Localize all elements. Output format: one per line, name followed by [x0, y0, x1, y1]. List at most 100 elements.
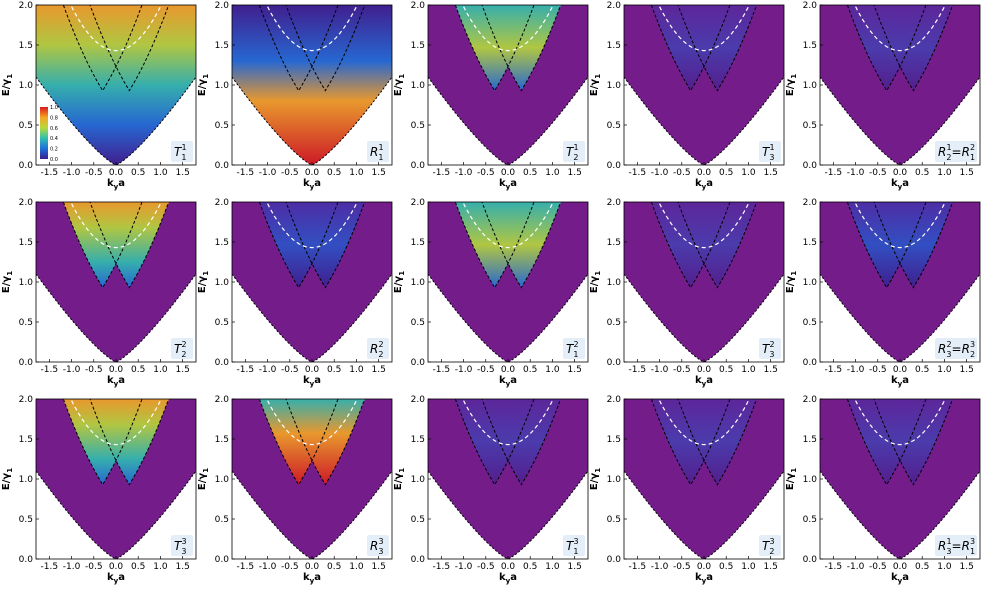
panel-label: T21: [566, 143, 579, 162]
branch-curve-left: [454, 399, 535, 486]
x-tick-label: 1.5: [176, 168, 190, 178]
panel-label: R32=R23: [938, 340, 975, 359]
y-axis-label: E/γ1: [393, 74, 406, 96]
branch-curve-left: [258, 399, 339, 486]
panel-label: R11: [370, 143, 384, 162]
y-tick-label: 1.5: [411, 238, 425, 248]
x-tick-label: -1.0: [259, 365, 277, 375]
x-tick-label: 0.5: [523, 562, 537, 572]
x-tick-label: -0.5: [477, 365, 495, 375]
panel-9: -1.5 -1.0 -0.5 0.0 0.5 1.0 1.5 0.0 0.5 1.0 1.5 2.0 k…: [589, 198, 785, 388]
branch-curve-left: [62, 5, 143, 92]
branch-curve-left: [846, 399, 927, 486]
x-tick-label: -0.5: [869, 562, 887, 572]
upper-band-curve: [70, 5, 162, 52]
panel-label-box: [935, 141, 977, 162]
y-axis-label: E/γ1: [197, 468, 210, 490]
upper-band-curve: [462, 399, 554, 446]
panel-3: -1.5 -1.0 -0.5 0.0 0.5 1.0 1.5 0.0 0.5 1.0 1.5 2.0 k…: [393, 1, 589, 191]
branch-curve-left: [454, 5, 535, 92]
y-axis-label: E/γ1: [393, 271, 406, 293]
x-axis-label: kya: [107, 572, 125, 585]
panel-label-box: [367, 141, 389, 162]
y-tick-label: 2.0: [607, 1, 622, 11]
branch-curve-left: [454, 202, 535, 289]
x-tick-label: -0.5: [673, 168, 691, 178]
continuum-region: [232, 202, 392, 362]
x-tick-label: 0.5: [915, 365, 929, 375]
x-tick-label: 0.0: [109, 168, 124, 178]
y-tick-label: 0.0: [215, 555, 230, 565]
y-tick-label: 0.5: [607, 318, 621, 328]
y-tick-label: 0.5: [607, 121, 621, 131]
y-tick-label: 0.5: [411, 318, 425, 328]
x-tick-label: 1.5: [960, 365, 974, 375]
x-tick-label: 0.5: [131, 365, 145, 375]
x-tick-label: 0.5: [915, 168, 929, 178]
panel-label: R21=R12: [938, 143, 975, 162]
continuum-region: [36, 399, 196, 559]
panel-label: R33: [370, 537, 384, 556]
panel-5: -1.5 -1.0 -0.5 0.0 0.5 1.0 1.5 0.0 0.5 1.0 1.5 2.0 k…: [785, 1, 981, 191]
panel-7: -1.5 -1.0 -0.5 0.0 0.5 1.0 1.5 0.0 0.5 1.0 1.5 2.0 k…: [197, 198, 393, 388]
x-axis-label: kya: [499, 572, 517, 585]
panel-4: -1.5 -1.0 -0.5 0.0 0.5 1.0 1.5 0.0 0.5 1.0 1.5 2.0 k…: [589, 1, 785, 191]
x-tick-label: 0.5: [719, 168, 733, 178]
continuum-region: [428, 5, 588, 165]
x-tick-label: 1.5: [764, 168, 778, 178]
x-tick-label: -1.0: [455, 168, 473, 178]
y-tick-label: 0.5: [215, 515, 229, 525]
y-axis-label: E/γ1: [589, 468, 602, 490]
panel-13: -1.5 -1.0 -0.5 0.0 0.5 1.0 1.5 0.0 0.5 1.0 1.5 2.0 k…: [393, 395, 589, 585]
x-tick-label: -1.0: [651, 562, 669, 572]
y-tick-label: 2.0: [607, 198, 622, 208]
x-tick-label: 1.0: [349, 562, 364, 572]
panel-label-box: [759, 338, 781, 359]
x-axis-label: kya: [107, 178, 125, 191]
y-tick-label: 1.5: [607, 435, 621, 445]
y-tick-label: 1.5: [215, 238, 229, 248]
y-tick-label: 0.0: [607, 555, 622, 565]
y-tick-label: 2.0: [411, 198, 426, 208]
y-tick-label: 0.0: [215, 161, 230, 171]
x-tick-label: 0.0: [893, 365, 908, 375]
x-tick-label: -1.5: [629, 168, 647, 178]
upper-band-curve: [854, 202, 946, 249]
x-tick-label: 1.5: [960, 168, 974, 178]
y-tick-label: 1.0: [411, 475, 426, 485]
x-axis-label: kya: [499, 178, 517, 191]
colorbar-tick-label: 0.8: [50, 115, 58, 121]
transmission-heatmap: [624, 5, 784, 91]
y-tick-label: 1.5: [411, 41, 425, 51]
x-tick-label: -1.5: [41, 365, 59, 375]
x-tick-label: 1.5: [176, 365, 190, 375]
colorbar-tick-label: 0.6: [50, 126, 58, 132]
y-tick-label: 1.0: [19, 278, 34, 288]
x-tick-label: -1.0: [63, 365, 81, 375]
x-tick-label: 1.5: [568, 562, 582, 572]
upper-band-curve: [462, 5, 554, 52]
x-tick-label: -1.5: [237, 365, 255, 375]
transmission-heatmap: [624, 202, 784, 288]
transmission-heatmap: [232, 5, 392, 165]
transmission-heatmap: [428, 202, 588, 288]
y-tick-label: 1.5: [607, 41, 621, 51]
y-tick-label: 1.5: [19, 435, 33, 445]
y-tick-label: 0.0: [19, 358, 34, 368]
branch-curve-left: [62, 399, 143, 486]
upper-band-curve: [462, 202, 554, 249]
x-tick-label: -1.5: [825, 562, 843, 572]
y-tick-label: 1.5: [803, 41, 817, 51]
y-axis-label: E/γ1: [785, 271, 798, 293]
y-axis-label: E/γ1: [785, 74, 798, 96]
y-tick-label: 1.5: [411, 435, 425, 445]
y-tick-label: 0.5: [803, 121, 817, 131]
panel-11: -1.5 -1.0 -0.5 0.0 0.5 1.0 1.5 0.0 0.5 1.0 1.5 2.0 k…: [1, 395, 197, 585]
x-tick-label: -1.5: [433, 168, 451, 178]
x-tick-label: 1.5: [372, 168, 386, 178]
y-tick-label: 0.5: [215, 121, 229, 131]
y-tick-label: 1.0: [215, 475, 230, 485]
y-tick-label: 2.0: [215, 198, 230, 208]
panel-label-box: [563, 141, 585, 162]
